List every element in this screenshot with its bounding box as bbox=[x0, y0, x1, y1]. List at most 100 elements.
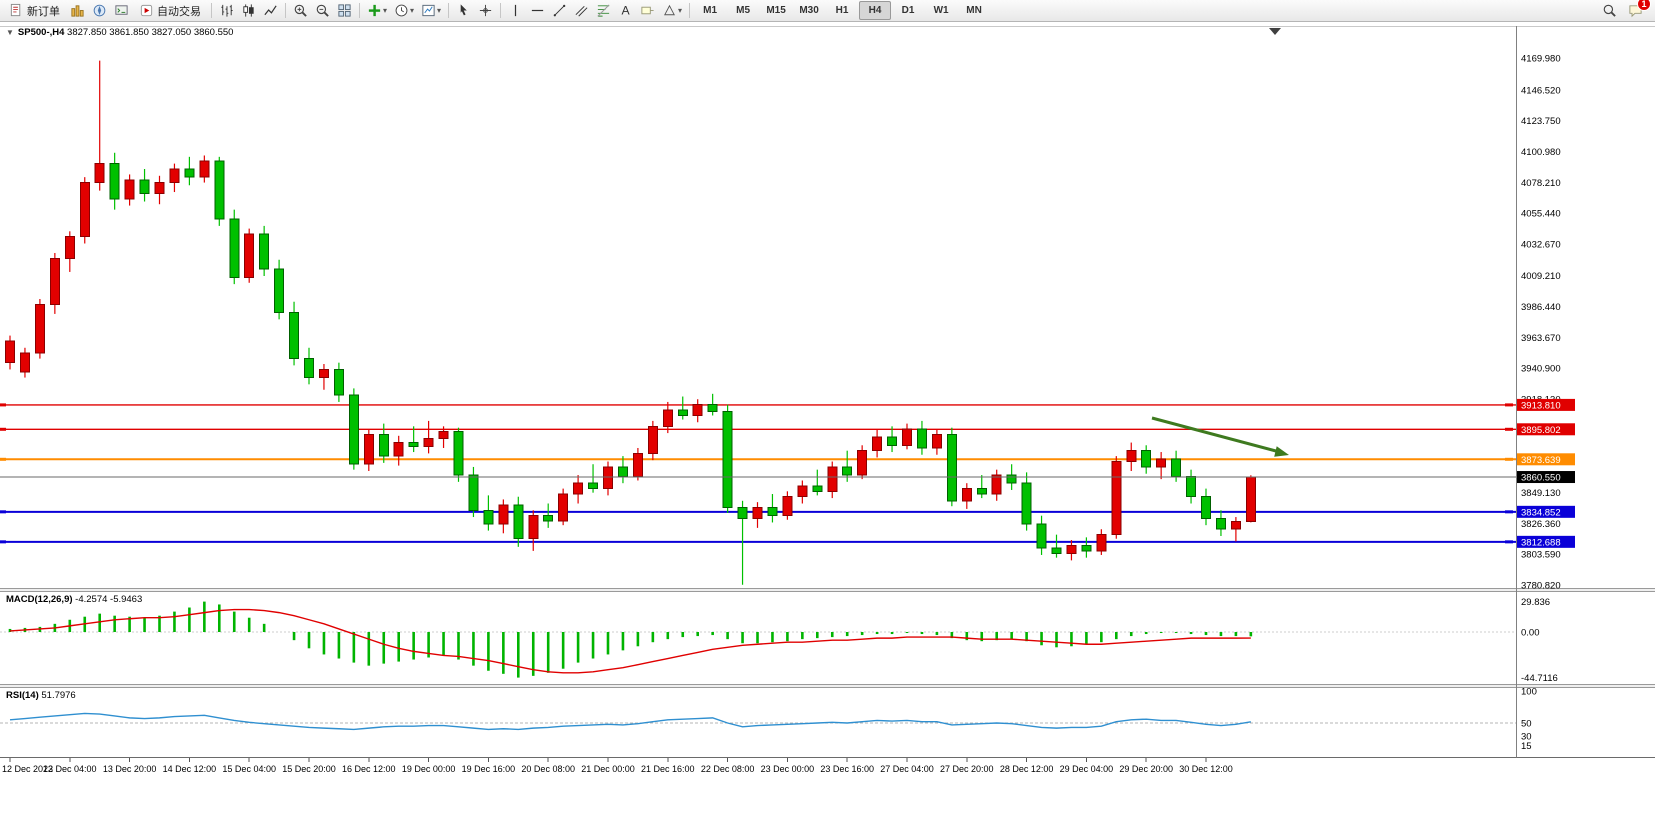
cursor-button[interactable] bbox=[453, 0, 474, 21]
candle-body bbox=[5, 340, 15, 364]
timeframe-MN[interactable]: MN bbox=[966, 5, 982, 16]
candle-body bbox=[632, 452, 643, 477]
scroll-marker-icon[interactable] bbox=[1269, 28, 1281, 35]
candle-body bbox=[214, 160, 225, 220]
market-watch-button[interactable] bbox=[67, 0, 88, 21]
candle-body bbox=[1051, 547, 1062, 555]
candle-body bbox=[1156, 458, 1167, 468]
vertical-line-icon bbox=[508, 3, 523, 18]
timeframe-M15[interactable]: M15 bbox=[766, 5, 786, 16]
hline-right-handle[interactable] bbox=[1505, 457, 1513, 461]
hline-right-handle[interactable] bbox=[1505, 540, 1513, 544]
rsi-axis-tick: 15 bbox=[1521, 741, 1532, 752]
new-order-button[interactable]: 新订单 bbox=[3, 0, 66, 21]
vertical-line-button[interactable] bbox=[505, 0, 526, 21]
templates-dropdown[interactable]: ▾ bbox=[418, 0, 444, 21]
candle-body bbox=[64, 236, 75, 259]
zoom-in-button[interactable] bbox=[290, 0, 311, 21]
horizontal-line-button[interactable] bbox=[527, 0, 548, 21]
candle-body bbox=[916, 428, 927, 449]
hline-left-handle[interactable] bbox=[0, 403, 6, 407]
line-chart-button[interactable] bbox=[260, 0, 281, 21]
hline-right-handle[interactable] bbox=[1505, 427, 1513, 431]
candle-body bbox=[184, 168, 195, 178]
time-label: 13 Dec 04:00 bbox=[43, 764, 97, 774]
price-tick: 3986.440 bbox=[1521, 302, 1561, 313]
candle-body bbox=[1066, 544, 1077, 555]
time-label: 30 Dec 12:00 bbox=[1179, 764, 1233, 774]
text-icon: A bbox=[618, 3, 633, 18]
candle-body bbox=[513, 504, 524, 540]
candle-body bbox=[1171, 458, 1182, 477]
hline-left-handle[interactable] bbox=[0, 540, 6, 544]
periods-dropdown[interactable]: ▾ bbox=[391, 0, 417, 21]
trend-arrow-head[interactable] bbox=[1274, 446, 1289, 457]
candlestick-button[interactable] bbox=[238, 0, 259, 21]
candle-body bbox=[662, 409, 673, 427]
price-tick: 3849.130 bbox=[1521, 488, 1561, 499]
terminal-button[interactable] bbox=[111, 0, 132, 21]
hline-right-handle[interactable] bbox=[1505, 403, 1513, 407]
zoom-out-button[interactable] bbox=[312, 0, 333, 21]
search-button[interactable] bbox=[1599, 0, 1620, 21]
notifications-button[interactable]: 1 bbox=[1625, 0, 1651, 21]
candle-body bbox=[304, 358, 314, 379]
indicators-dropdown[interactable]: ▾ bbox=[364, 0, 390, 21]
navigator-button[interactable] bbox=[89, 0, 110, 21]
timeframe-H4[interactable]: H4 bbox=[859, 1, 892, 20]
candle-body bbox=[767, 507, 778, 517]
auto-trading-button-label: 自动交易 bbox=[157, 5, 201, 18]
candle-body bbox=[812, 485, 823, 492]
axis-price-badge bbox=[1517, 471, 1575, 484]
hline-right-handle[interactable] bbox=[1505, 510, 1513, 514]
crosshair-button[interactable] bbox=[475, 0, 496, 21]
axis-price-badge bbox=[1517, 453, 1575, 466]
chevron-down-icon: ▾ bbox=[437, 6, 442, 15]
candle-body bbox=[946, 433, 957, 502]
timeframe-M30[interactable]: M30 bbox=[799, 5, 819, 16]
candle-body bbox=[1126, 450, 1137, 463]
auto-trading-button[interactable]: 自动交易 bbox=[133, 0, 207, 21]
label-button[interactable] bbox=[637, 0, 658, 21]
hline-left-handle[interactable] bbox=[0, 427, 6, 431]
time-label: 21 Dec 00:00 bbox=[581, 764, 635, 774]
toolbar-separator bbox=[359, 3, 360, 18]
market-watch-icon bbox=[70, 3, 85, 18]
toolbar-separator bbox=[448, 3, 450, 18]
shapes-dropdown[interactable]: ▾ bbox=[659, 0, 685, 21]
candle-body bbox=[588, 482, 599, 490]
bar-chart-button[interactable] bbox=[216, 0, 237, 21]
hline-left-handle[interactable] bbox=[0, 457, 6, 461]
axis-price-badge-text: 3812.688 bbox=[1521, 537, 1561, 548]
text-button[interactable]: A bbox=[615, 0, 636, 21]
timeframe-M5[interactable]: M5 bbox=[736, 5, 751, 16]
rsi-axis-tick: 50 bbox=[1521, 719, 1532, 730]
price-tick: 3826.360 bbox=[1521, 519, 1561, 530]
auto-trading-icon bbox=[139, 3, 154, 18]
timeframe-H1[interactable]: H1 bbox=[835, 5, 849, 16]
tile-windows-button[interactable] bbox=[334, 0, 355, 21]
candle-body bbox=[842, 466, 853, 476]
timeframe-D1[interactable]: D1 bbox=[901, 5, 915, 16]
candle-body bbox=[333, 368, 344, 396]
chart-canvas[interactable]: 4169.980 4146.520 4123.750 4100.980 4078.210… bbox=[0, 22, 1655, 824]
candle-body bbox=[94, 163, 105, 184]
new-order-button-label: 新订单 bbox=[27, 5, 60, 18]
candle-body bbox=[961, 488, 972, 502]
timeframe-M1[interactable]: M1 bbox=[703, 5, 718, 16]
label-icon bbox=[640, 3, 655, 18]
candle-body bbox=[677, 409, 688, 416]
trendline-button[interactable] bbox=[549, 0, 570, 21]
svg-text:A: A bbox=[621, 4, 630, 18]
trend-arrow[interactable] bbox=[1151, 416, 1277, 453]
candle-body bbox=[154, 182, 165, 194]
candle-body bbox=[259, 233, 270, 270]
candle-body bbox=[647, 425, 658, 454]
fibonacci-button[interactable] bbox=[593, 0, 614, 21]
timeframe-W1[interactable]: W1 bbox=[933, 5, 949, 16]
candle-body bbox=[453, 431, 464, 476]
price-tick: 4055.440 bbox=[1521, 209, 1561, 220]
channel-button[interactable] bbox=[571, 0, 592, 21]
hline-left-handle[interactable] bbox=[0, 510, 6, 514]
